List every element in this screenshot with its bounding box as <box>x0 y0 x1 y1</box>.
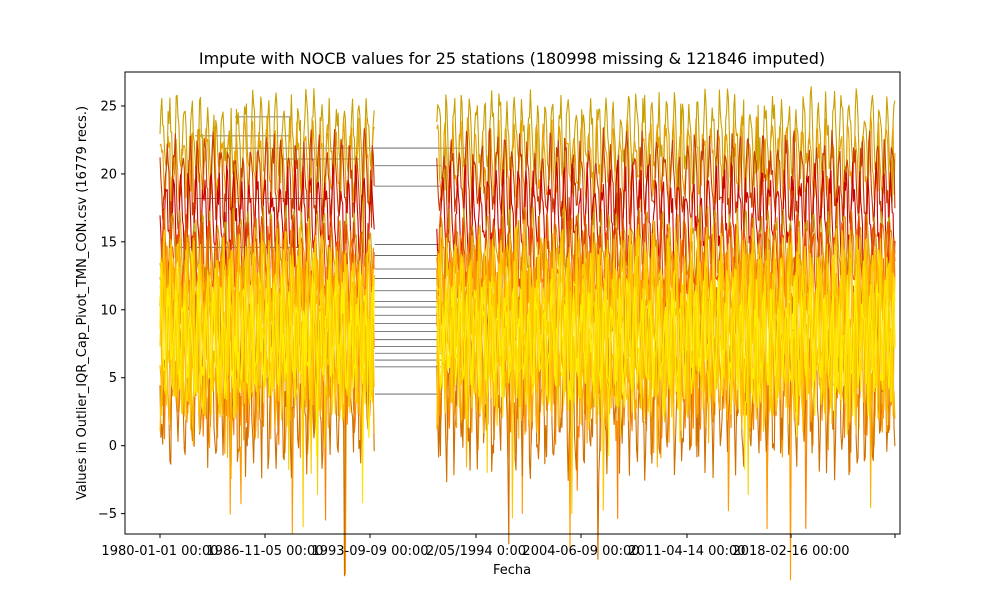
y-tick-label: 25 <box>100 99 117 114</box>
x-tick-label: 2011-04-14 00:00 <box>628 544 745 559</box>
series-line <box>436 249 896 470</box>
x-tick-label: 1993-09-09 00:00 <box>311 544 428 559</box>
y-axis: −5 0 5 10 15 20 25 <box>98 99 125 522</box>
series-line <box>436 274 896 457</box>
y-tick-label: 20 <box>100 167 117 182</box>
x-axis-label: Fecha <box>493 563 531 578</box>
x-tick-label: 1986-11-05 00:00 <box>206 544 323 559</box>
series-line <box>436 127 896 295</box>
x-tick-label: 2004-06-09 00:00 <box>522 544 639 559</box>
x-tick-label: 2/05/1994 0:00 <box>426 544 526 559</box>
series-line <box>159 286 375 577</box>
x-tick-label: 2018-02-16 00:00 <box>732 544 849 559</box>
x-tick-label: 1980-01-01 00:00 <box>101 544 218 559</box>
y-tick-label: 0 <box>109 439 117 454</box>
series-line <box>159 274 375 457</box>
y-tick-label: 10 <box>100 303 117 318</box>
y-tick-label: −5 <box>98 507 117 522</box>
chart-title: Impute with NOCB values for 25 stations … <box>199 49 825 68</box>
series-line <box>436 86 896 240</box>
y-tick-label: 5 <box>109 371 117 386</box>
y-tick-label: 15 <box>100 235 117 250</box>
series-line <box>159 250 375 504</box>
y-axis-label: Values in Outlier_IQR_Cap_Pivot_TMN_CON.… <box>75 106 90 500</box>
series-line <box>436 114 896 255</box>
data-layer <box>159 86 896 581</box>
plot-area-frame <box>124 71 901 535</box>
